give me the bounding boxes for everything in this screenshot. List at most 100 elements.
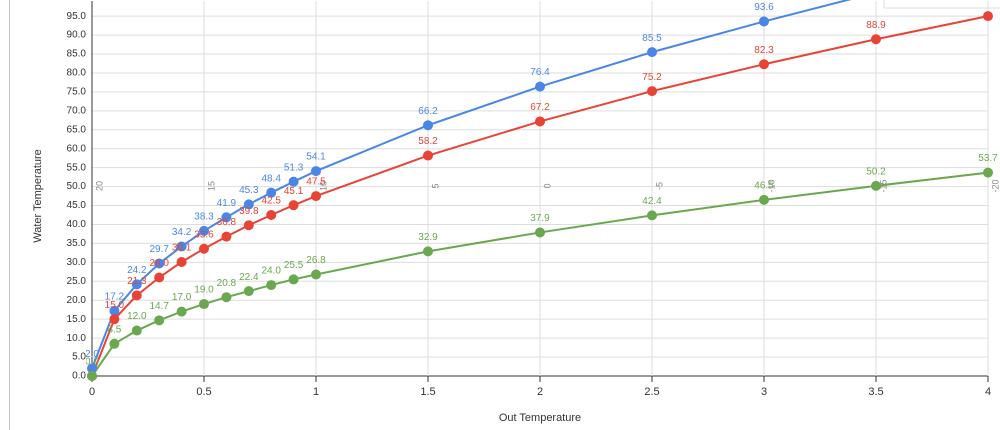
- x-axis-title: Out Temperature: [499, 412, 581, 424]
- data-point: [131, 290, 142, 301]
- x-tick-label: 1.5: [420, 386, 435, 398]
- data-label: 34.2: [172, 227, 192, 238]
- data-label: 38.3: [194, 212, 214, 223]
- x-tick-label: 2: [537, 386, 543, 398]
- data-point: [154, 258, 165, 269]
- data-point: [131, 325, 142, 336]
- y-tick-label: 30.0: [67, 257, 87, 268]
- y-tick-label: 5.0: [72, 352, 86, 363]
- data-point: [759, 194, 769, 205]
- data-label: 50.2: [866, 166, 886, 177]
- data-label: 51.3: [284, 162, 304, 173]
- data-label: 39.8: [239, 206, 259, 217]
- data-point: [221, 231, 232, 242]
- data-point: [266, 210, 277, 221]
- data-point: [871, 34, 881, 45]
- data-label: 46.5: [754, 181, 774, 192]
- data-point: [176, 306, 187, 317]
- data-label: 67.2: [530, 102, 550, 113]
- data-label: 12.0: [127, 311, 147, 322]
- data-point: [176, 241, 187, 252]
- data-label: 2.0: [85, 349, 99, 360]
- x-tick-label: 0.5: [196, 386, 211, 398]
- data-label: 88.9: [866, 20, 886, 31]
- data-label: 45.3: [239, 185, 259, 196]
- data-label: 41.9: [217, 198, 237, 209]
- rotated-label: -10: [766, 179, 776, 192]
- data-point: [288, 274, 299, 285]
- data-label: 29.7: [149, 244, 169, 255]
- data-label: 76.4: [530, 67, 550, 78]
- y-tick-label: 20.0: [67, 295, 87, 306]
- data-label: 47.5: [306, 177, 326, 188]
- data-point: [311, 269, 321, 280]
- data-label: 54.1: [306, 152, 326, 163]
- data-point: [87, 371, 97, 381]
- data-point: [647, 47, 657, 58]
- data-label: 8.5: [107, 324, 121, 335]
- y-tick-label: 85.0: [67, 49, 87, 60]
- rotated-label: -15: [878, 179, 888, 192]
- data-point: [109, 314, 120, 325]
- data-point: [176, 256, 187, 267]
- data-point: [535, 81, 545, 92]
- data-point: [109, 305, 120, 316]
- y-tick-label: 95.0: [67, 11, 87, 22]
- data-point: [983, 11, 993, 22]
- x-tick-label: 0: [89, 386, 95, 398]
- data-label: 85.5: [642, 33, 662, 44]
- rotated-label: 20: [94, 181, 104, 191]
- data-point: [199, 299, 209, 310]
- y-tick-label: 70.0: [67, 105, 87, 116]
- data-label: 20.8: [217, 278, 237, 289]
- data-point: [759, 59, 769, 70]
- data-label: 15.0: [105, 300, 125, 311]
- rotated-label: 0: [542, 183, 552, 188]
- data-point: [983, 167, 993, 178]
- data-point: [199, 225, 209, 236]
- data-point: [221, 212, 232, 223]
- y-tick-label: 65.0: [67, 124, 87, 135]
- data-label: 26.8: [306, 255, 326, 266]
- x-tick-label: 3.5: [868, 386, 883, 398]
- data-label: 0.0: [85, 357, 99, 368]
- data-label: 48.4: [261, 173, 281, 184]
- data-label: 82.3: [754, 45, 774, 56]
- data-point: [288, 200, 299, 211]
- data-point: [647, 86, 657, 97]
- data-point: [535, 116, 545, 127]
- rotated-label: 15: [206, 181, 216, 191]
- data-point: [647, 210, 657, 221]
- y-tick-label: 80.0: [67, 68, 87, 79]
- rotated-label: 10: [318, 181, 328, 191]
- y-tick-label: 35.0: [67, 238, 87, 249]
- data-point: [266, 280, 277, 291]
- data-label: 36.8: [217, 217, 237, 228]
- data-label: 37.9: [530, 213, 550, 224]
- data-label: 42.4: [642, 196, 662, 207]
- x-tick-label: 4: [985, 386, 991, 398]
- rotated-label: 5: [430, 183, 440, 188]
- data-point: [423, 120, 433, 131]
- y-tick-label: 25.0: [67, 276, 87, 287]
- data-point: [154, 272, 165, 283]
- x-tick-label: 3: [761, 386, 767, 398]
- data-point: [311, 166, 321, 177]
- data-label: 58.2: [418, 136, 438, 147]
- data-point: [87, 363, 97, 374]
- data-point: [131, 279, 142, 290]
- data-label: 33.6: [194, 229, 214, 240]
- y-tick-label: 15.0: [67, 314, 87, 325]
- data-point: [759, 16, 769, 27]
- data-label: 25.5: [284, 260, 304, 271]
- plot-area: 2.017.224.229.734.238.341.945.348.451.35…: [85, 0, 998, 381]
- x-tick-label: 1: [313, 386, 319, 398]
- y-tick-label: 60.0: [67, 143, 87, 154]
- data-label: 30.1: [172, 243, 192, 254]
- data-label: 24.0: [261, 266, 281, 277]
- data-point: [423, 150, 433, 161]
- data-label: 22.4: [239, 272, 259, 283]
- data-point: [311, 191, 321, 202]
- legend-box: [883, 0, 1000, 9]
